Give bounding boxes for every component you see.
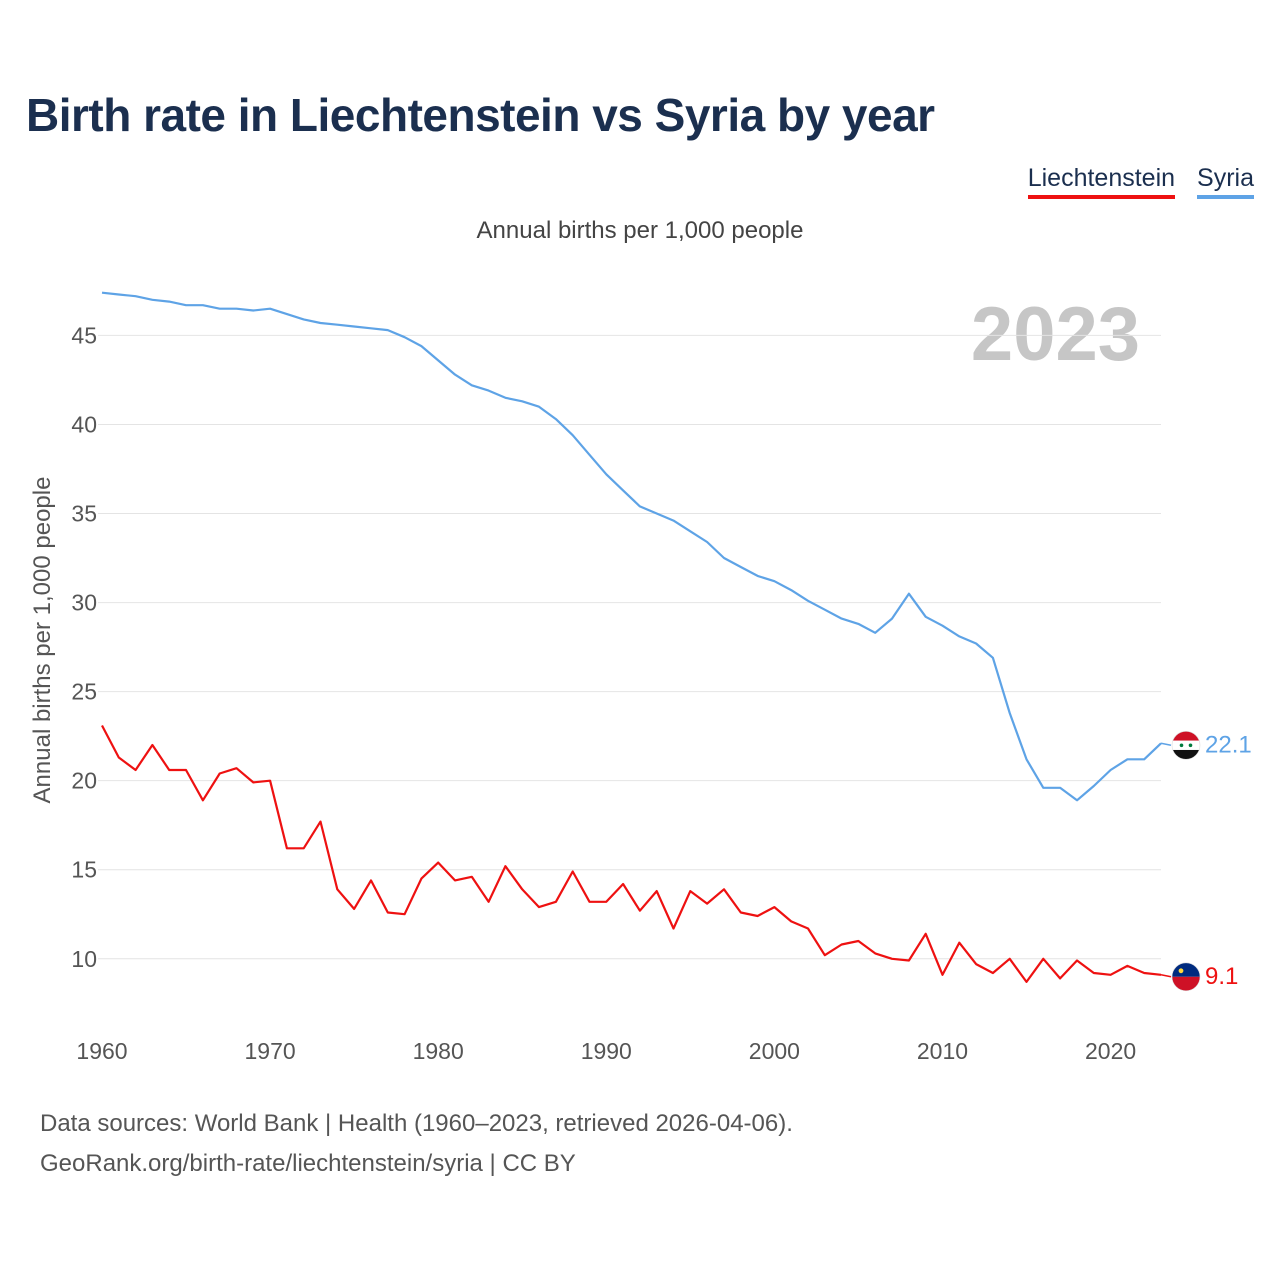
y-tick-label: 25 (71, 679, 97, 705)
y-axis-ticks: 10 15 20 25 30 35 40 45 (71, 322, 97, 971)
end-connector-syria (1160, 742, 1172, 747)
x-tick-label: 1980 (413, 1038, 464, 1064)
series-lines (101, 291, 1162, 984)
y-tick-label: 40 (71, 411, 97, 437)
x-tick-label: 2020 (1085, 1038, 1136, 1064)
y-axis-label: Annual births per 1,000 people (29, 477, 56, 804)
footer: Data sources: World Bank | Health (1960–… (40, 1104, 793, 1184)
end-value-liechtenstein: 9.1 (1205, 963, 1238, 990)
series-line-syria[interactable] (101, 291, 1162, 802)
series-line-liechtenstein[interactable] (101, 724, 1162, 984)
grid-lines (98, 334, 1161, 960)
x-tick-label: 2010 (917, 1038, 968, 1064)
x-tick-label: 1990 (581, 1038, 632, 1064)
end-value-syria: 22.1 (1205, 731, 1252, 758)
year-watermark: 2023 (971, 292, 1140, 377)
chart-legend: Liechtenstein Syria (1027, 164, 1254, 199)
legend-item-liechtenstein[interactable]: Liechtenstein (1027, 164, 1176, 199)
y-tick-label: 30 (71, 590, 97, 616)
legend-item-syria[interactable]: Syria (1197, 164, 1254, 199)
syria-flag-icon (1171, 730, 1201, 760)
footer-source: Data sources: World Bank | Health (1960–… (40, 1110, 793, 1137)
page-title: Birth rate in Liechtenstein vs Syria by … (26, 89, 935, 141)
footer-url[interactable]: GeoRank.org/birth-rate/liechtenstein/syr… (40, 1150, 576, 1177)
y-tick-label: 45 (71, 322, 97, 348)
end-labels: 9.1 22.1 (1160, 730, 1252, 992)
x-axis-ticks: 1960 1970 1980 1990 2000 2010 2020 (76, 1038, 1136, 1064)
y-tick-label: 20 (71, 768, 97, 794)
x-tick-label: 1970 (245, 1038, 296, 1064)
y-tick-label: 35 (71, 501, 97, 527)
liechtenstein-flag-icon (1171, 962, 1201, 992)
y-tick-label: 10 (71, 946, 97, 972)
chart-subtitle: Annual births per 1,000 people (476, 217, 804, 244)
x-tick-label: 2000 (749, 1038, 800, 1064)
end-connector-liechtenstein (1160, 974, 1172, 978)
x-tick-label: 1960 (76, 1038, 127, 1064)
y-tick-label: 15 (71, 857, 97, 883)
